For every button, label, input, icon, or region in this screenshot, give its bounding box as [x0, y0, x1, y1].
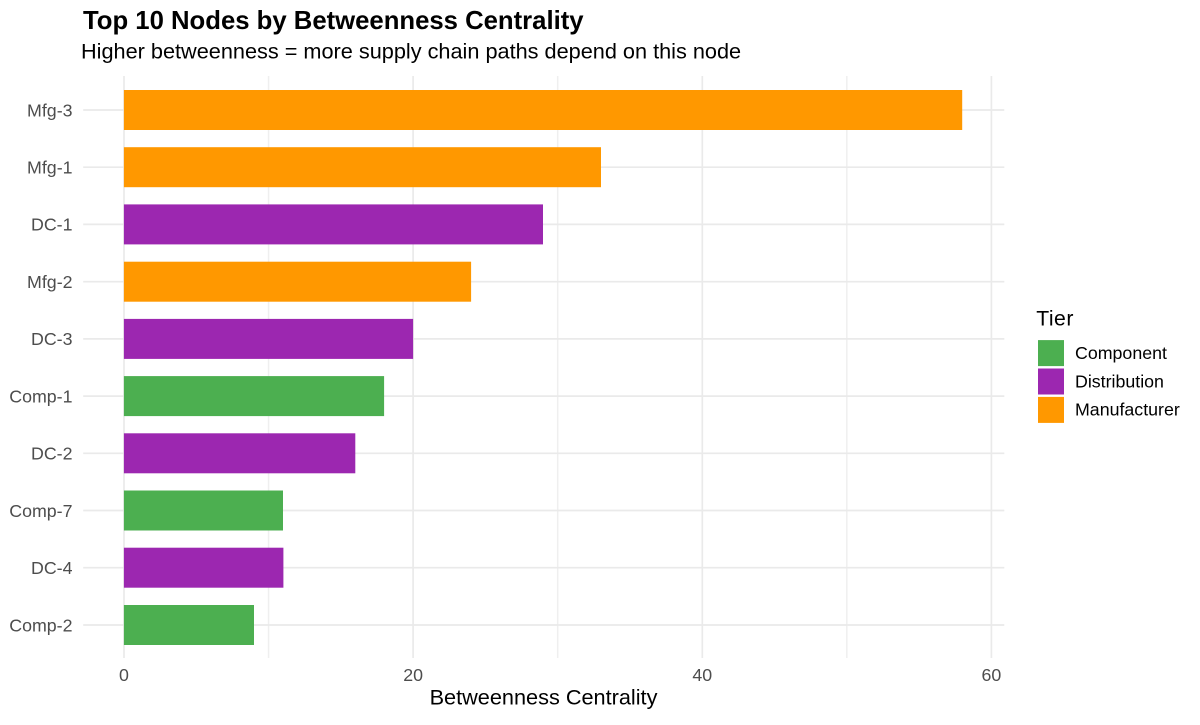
svg-text:0: 0 — [119, 665, 129, 685]
svg-text:Mfg-1: Mfg-1 — [27, 158, 73, 178]
svg-text:Comp-2: Comp-2 — [9, 615, 72, 635]
svg-text:DC-1: DC-1 — [31, 215, 73, 235]
svg-text:DC-3: DC-3 — [31, 329, 73, 349]
svg-text:Component: Component — [1075, 343, 1167, 363]
svg-text:60: 60 — [982, 665, 1002, 685]
svg-text:Tier: Tier — [1036, 308, 1074, 331]
svg-text:Mfg-2: Mfg-2 — [27, 272, 72, 292]
svg-text:Betweenness Centrality: Betweenness Centrality — [430, 684, 658, 709]
svg-text:Distribution: Distribution — [1075, 371, 1164, 391]
svg-text:20: 20 — [403, 665, 423, 685]
svg-text:Comp-1: Comp-1 — [9, 386, 72, 406]
svg-text:Manufacturer: Manufacturer — [1075, 400, 1180, 420]
svg-text:Higher betweenness = more supp: Higher betweenness = more supply chain p… — [81, 39, 741, 64]
svg-text:Top 10 Nodes by Betweenness Ce: Top 10 Nodes by Betweenness Centrality — [83, 7, 584, 35]
svg-text:Comp-7: Comp-7 — [9, 501, 72, 521]
svg-text:DC-2: DC-2 — [31, 444, 73, 464]
svg-text:Mfg-3: Mfg-3 — [27, 100, 73, 120]
svg-text:DC-4: DC-4 — [31, 558, 73, 578]
svg-text:40: 40 — [692, 665, 712, 685]
